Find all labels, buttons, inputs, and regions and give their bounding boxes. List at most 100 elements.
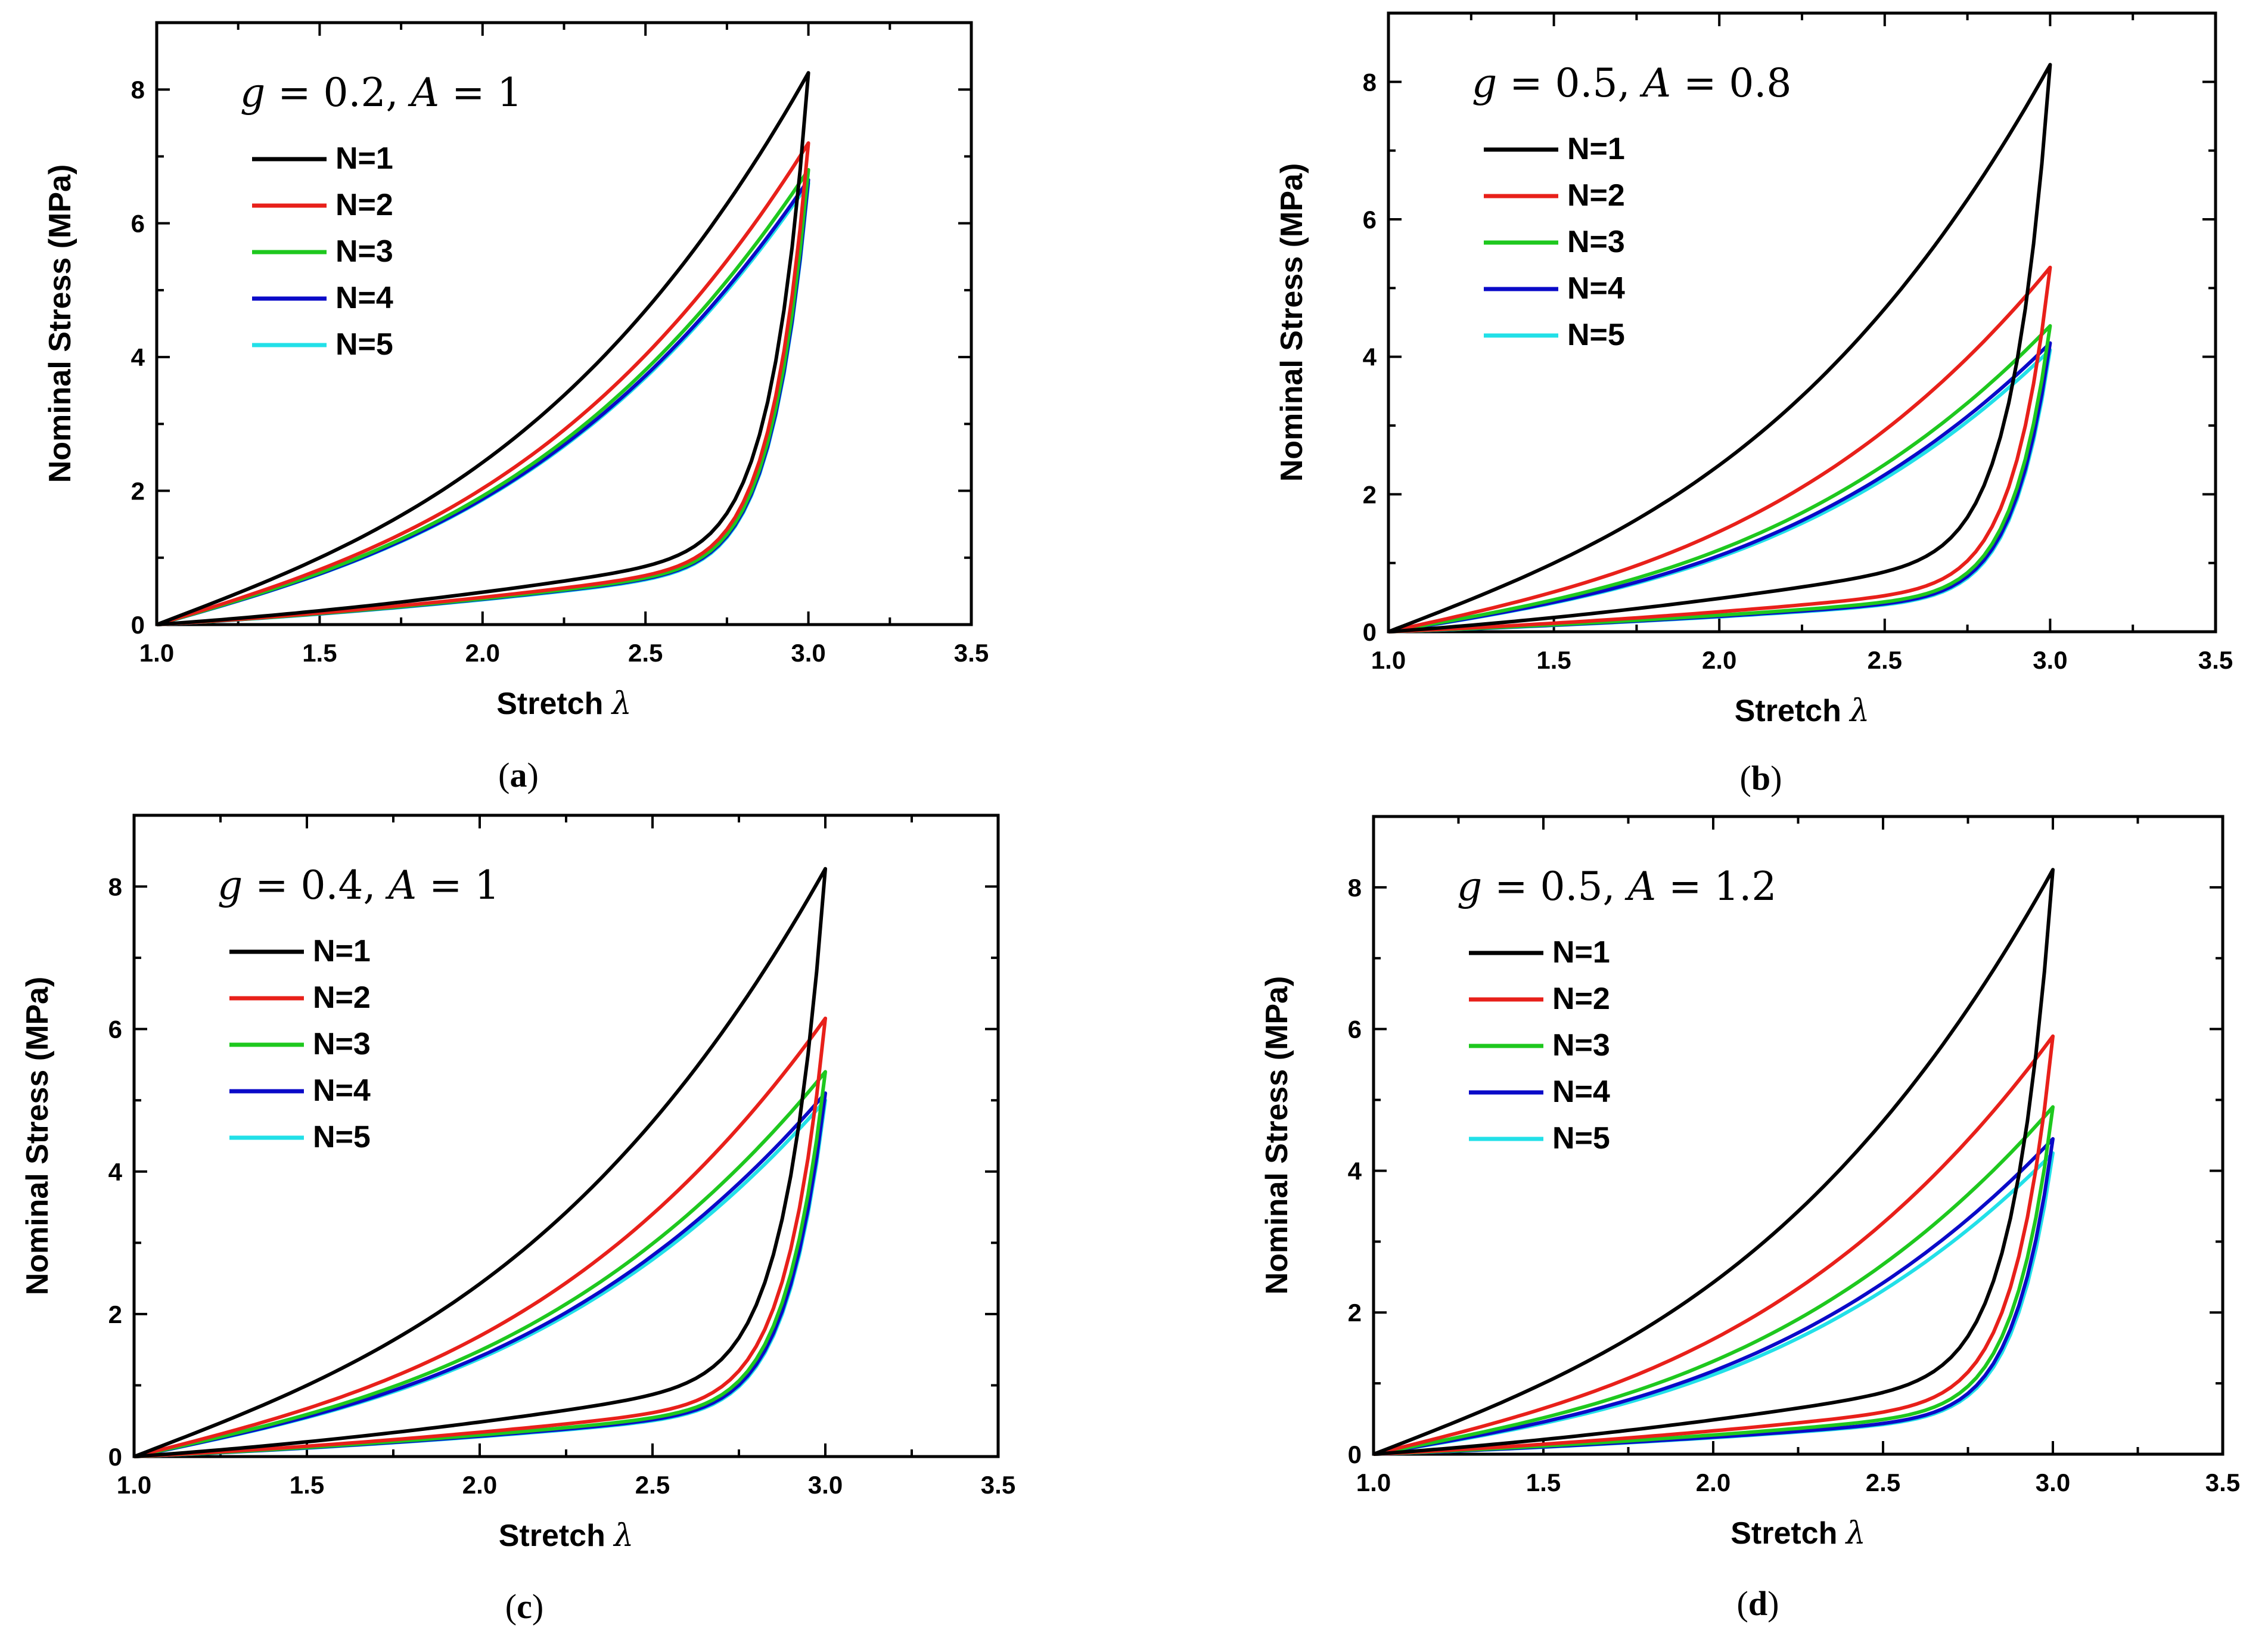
series-line-n5 — [1388, 348, 2052, 634]
x-tick-label: 2.5 — [1868, 646, 1902, 674]
legend-label-n5: N=5 — [1567, 318, 1625, 352]
series-line-n3 — [1373, 1105, 2055, 1456]
series-line-n1 — [1387, 63, 2052, 634]
legend-label-n2: N=2 — [1567, 178, 1625, 213]
parameter-annotation: g = 0.5, A = 1.2 — [1457, 864, 1776, 909]
legend-label-n3: N=3 — [1552, 1028, 1610, 1063]
x-tick-label: 3.0 — [791, 639, 825, 667]
x-tick-label: 1.0 — [1356, 1468, 1391, 1497]
series-line-n3 — [1388, 324, 2052, 634]
y-tick-label: 4 — [1348, 1157, 1362, 1185]
series-line-n5 — [1373, 1151, 2055, 1456]
x-tick-label: 2.5 — [628, 639, 663, 667]
series-line-n2 — [1373, 1034, 2055, 1456]
x-axis-label: Stretch λ — [496, 686, 632, 722]
legend: N=1 N=2 N=3 N=4 N=5 — [229, 934, 371, 1154]
series-line-n2 — [156, 141, 810, 626]
panel-label: (a) — [498, 756, 539, 794]
x-tick-label: 2.0 — [465, 639, 500, 667]
y-tick-label: 8 — [131, 76, 145, 104]
parameter-annotation: g = 0.4, A = 1 — [218, 862, 499, 908]
x-tick-label: 2.5 — [1866, 1468, 1900, 1497]
x-tick-label: 2.5 — [635, 1471, 670, 1499]
series-line-n5 — [156, 181, 810, 626]
y-tick-label: 6 — [1363, 206, 1377, 234]
y-axis-label: Nominal Stress (MPa) — [1260, 976, 1294, 1295]
legend-label-n4: N=4 — [1552, 1075, 1610, 1109]
series-line-n1 — [156, 71, 810, 626]
parameter-annotation: g = 0.2, A = 1 — [240, 70, 522, 116]
x-tick-label: 3.5 — [954, 639, 989, 667]
legend-label-n5: N=5 — [313, 1120, 371, 1154]
x-tick-label: 3.0 — [2036, 1468, 2070, 1497]
y-axis-label: Nominal Stress (MPa) — [20, 977, 55, 1296]
series-line-n2 — [133, 1016, 827, 1458]
y-tick-label: 8 — [108, 873, 122, 901]
series-line-n2 — [1388, 265, 2052, 634]
chart-panel-d: 1.0 1.5 2.0 2.5 3.0 3.5 0 2 4 6 8 Stretch λ Nominal … — [1260, 815, 2240, 1623]
x-tick-label: 1.5 — [1536, 646, 1571, 674]
panel-label: (b) — [1740, 759, 1782, 797]
series-line-n4 — [1388, 341, 2052, 634]
legend-label-n2: N=2 — [335, 188, 393, 222]
parameter-annotation: g = 0.5, A = 0.8 — [1472, 60, 1791, 106]
x-tick-label: 1.0 — [139, 639, 174, 667]
x-tick-label: 1.5 — [290, 1471, 324, 1499]
legend-label-n1: N=1 — [1567, 132, 1625, 166]
panel-label: (d) — [1737, 1584, 1779, 1623]
y-tick-label: 6 — [108, 1016, 122, 1044]
x-tick-label: 2.0 — [1696, 1468, 1730, 1497]
legend: N=1 N=2 N=3 N=4 N=5 — [1484, 132, 1625, 352]
y-tick-label: 2 — [1348, 1299, 1362, 1327]
x-tick-label: 2.0 — [1702, 646, 1736, 674]
legend-label-n3: N=3 — [335, 234, 393, 269]
y-tick-label: 0 — [131, 611, 145, 639]
x-axis-label: Stretch λ — [1735, 693, 1870, 729]
legend-label-n1: N=1 — [335, 141, 393, 176]
x-tick-label: 1.0 — [1371, 646, 1406, 674]
x-tick-label: 1.5 — [302, 639, 337, 667]
x-tick-label: 1.5 — [1526, 1468, 1561, 1497]
legend: N=1 N=2 N=3 N=4 N=5 — [252, 141, 393, 362]
x-tick-label: 3.0 — [2033, 646, 2067, 674]
legend-label-n5: N=5 — [335, 327, 393, 362]
y-tick-label: 0 — [1348, 1440, 1362, 1468]
legend-label-n4: N=4 — [1567, 271, 1625, 306]
chart-panel-a: 1.0 1.5 2.0 2.5 3.0 3.5 0 2 4 6 8 Stretch λ Nominal … — [43, 21, 989, 794]
legend: N=1 N=2 N=3 N=4 N=5 — [1469, 935, 1610, 1156]
series-line-n3 — [156, 167, 810, 626]
series-line-n5 — [133, 1098, 827, 1458]
panel-label: (c) — [505, 1587, 543, 1626]
y-tick-label: 8 — [1363, 68, 1377, 96]
series-line-n4 — [156, 178, 810, 626]
y-tick-label: 4 — [1363, 343, 1377, 371]
y-tick-label: 4 — [131, 343, 145, 371]
legend-label-n2: N=2 — [313, 980, 371, 1015]
x-tick-label: 3.5 — [2205, 1468, 2240, 1497]
x-axis-label: Stretch λ — [499, 1518, 634, 1554]
x-tick-label: 3.5 — [981, 1471, 1015, 1499]
legend-label-n4: N=4 — [313, 1073, 371, 1108]
x-tick-label: 3.5 — [2198, 646, 2233, 674]
y-axis-label: Nominal Stress (MPa) — [43, 164, 77, 483]
series-line-n1 — [133, 867, 827, 1458]
legend-label-n3: N=3 — [1567, 225, 1625, 259]
y-tick-label: 2 — [131, 477, 145, 505]
y-axis-label: Nominal Stress (MPa) — [1275, 163, 1309, 482]
x-tick-label: 1.0 — [117, 1471, 151, 1499]
y-tick-label: 8 — [1348, 874, 1362, 902]
y-tick-label: 0 — [1363, 618, 1377, 646]
legend-label-n5: N=5 — [1552, 1121, 1610, 1156]
y-tick-label: 0 — [108, 1443, 122, 1471]
y-tick-label: 6 — [1348, 1016, 1362, 1044]
chart-panel-b: 1.0 1.5 2.0 2.5 3.0 3.5 0 2 4 6 8 Stretch λ Nominal … — [1275, 11, 2233, 797]
legend-label-n1: N=1 — [313, 934, 371, 968]
legend-label-n2: N=2 — [1552, 982, 1610, 1016]
series-line-n1 — [1372, 868, 2055, 1456]
x-axis-label: Stretch λ — [1730, 1516, 1866, 1551]
y-tick-label: 4 — [108, 1158, 123, 1186]
y-tick-label: 6 — [131, 210, 145, 238]
y-tick-label: 2 — [1363, 480, 1377, 508]
legend-label-n4: N=4 — [335, 281, 393, 315]
